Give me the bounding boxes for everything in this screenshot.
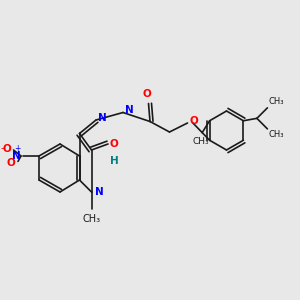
Text: O: O <box>110 139 118 149</box>
Text: N: N <box>124 105 133 115</box>
Text: CH₃: CH₃ <box>82 214 100 224</box>
Text: CH₃: CH₃ <box>269 97 284 106</box>
Text: -: - <box>1 142 5 153</box>
Text: +: + <box>15 144 21 153</box>
Text: CH₃: CH₃ <box>269 130 284 139</box>
Text: O: O <box>189 116 198 126</box>
Text: N: N <box>98 112 107 123</box>
Text: O: O <box>142 89 152 99</box>
Text: O: O <box>6 158 15 168</box>
Text: N: N <box>95 187 104 197</box>
Text: N: N <box>12 151 21 161</box>
Text: H: H <box>110 155 118 166</box>
Text: O: O <box>2 143 11 154</box>
Text: CH₃: CH₃ <box>192 137 209 146</box>
